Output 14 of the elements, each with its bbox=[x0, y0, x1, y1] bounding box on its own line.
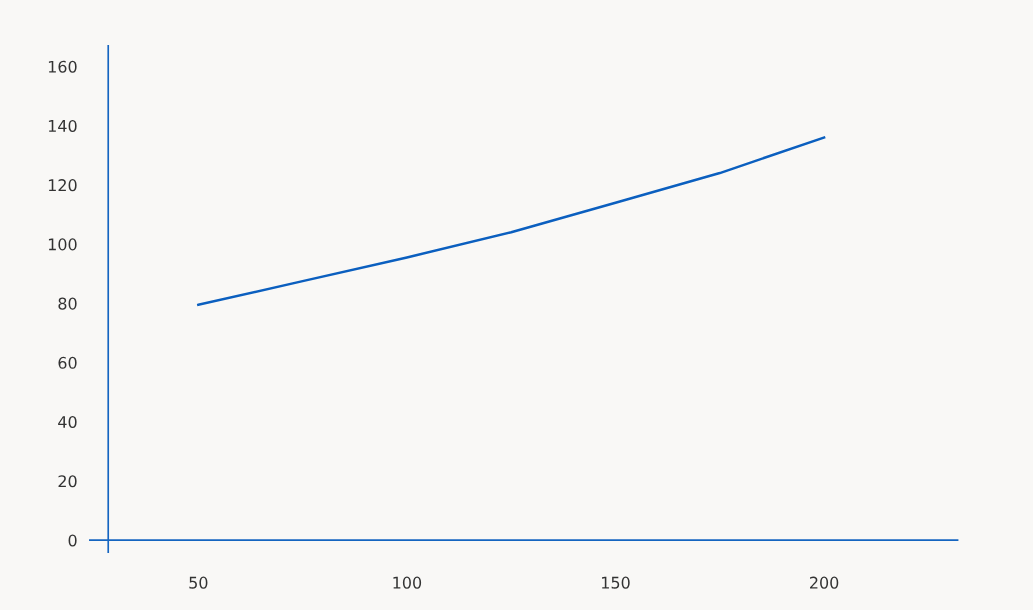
y-tick-label: 80 bbox=[58, 297, 77, 310]
x-tick-label: 150 bbox=[602, 576, 630, 589]
y-tick-label: 100 bbox=[48, 238, 77, 251]
y-tick-label: 60 bbox=[58, 356, 77, 369]
y-tick-label: 40 bbox=[58, 415, 77, 429]
y-tick-label: 20 bbox=[58, 475, 77, 488]
x-tick-label: 50 bbox=[189, 576, 208, 589]
y-tick-label: 140 bbox=[48, 119, 77, 132]
y-tick-label: 160 bbox=[48, 60, 77, 73]
x-tick-label: 100 bbox=[393, 576, 422, 589]
y-tick-label: 0 bbox=[68, 534, 77, 547]
y-tick-label: 120 bbox=[48, 179, 77, 192]
x-tick-label: 200 bbox=[810, 576, 839, 589]
line-series bbox=[197, 136, 826, 307]
